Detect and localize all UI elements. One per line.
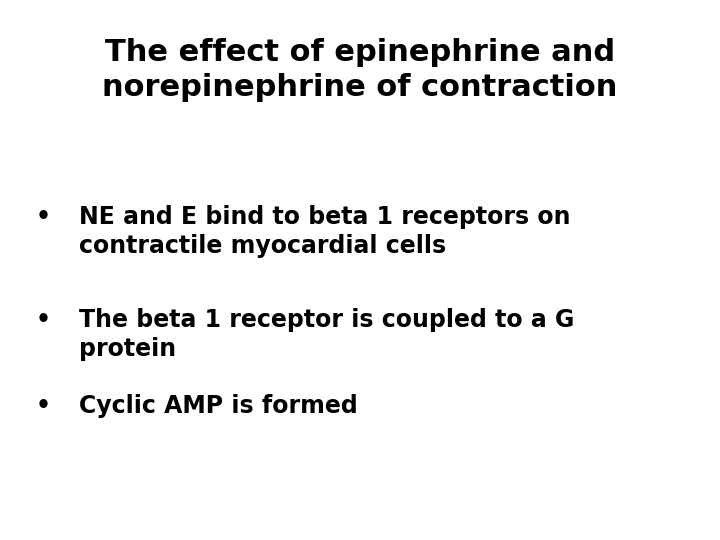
Text: •: • [36, 205, 50, 229]
Text: The beta 1 receptor is coupled to a G
protein: The beta 1 receptor is coupled to a G pr… [79, 308, 575, 361]
Text: The effect of epinephrine and
norepinephrine of contraction: The effect of epinephrine and norepineph… [102, 38, 618, 102]
Text: •: • [36, 394, 50, 418]
Text: NE and E bind to beta 1 receptors on
contractile myocardial cells: NE and E bind to beta 1 receptors on con… [79, 205, 571, 258]
Text: •: • [36, 308, 50, 332]
Text: Cyclic AMP is formed: Cyclic AMP is formed [79, 394, 358, 418]
